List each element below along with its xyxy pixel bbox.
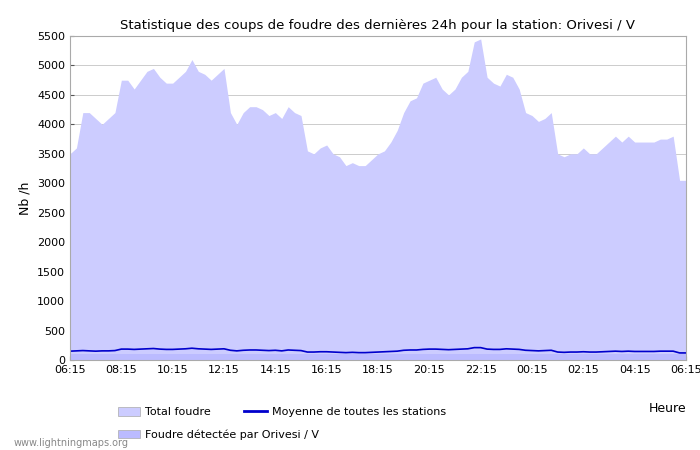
Title: Statistique des coups de foudre des dernières 24h pour la station: Orivesi / V: Statistique des coups de foudre des dern… bbox=[120, 19, 636, 32]
Text: Heure: Heure bbox=[648, 402, 686, 415]
Y-axis label: Nb /h: Nb /h bbox=[18, 181, 32, 215]
Legend: Total foudre, Moyenne de toutes les stations: Total foudre, Moyenne de toutes les stat… bbox=[118, 407, 447, 418]
Legend: Foudre détectée par Orivesi / V: Foudre détectée par Orivesi / V bbox=[118, 429, 319, 440]
Text: www.lightningmaps.org: www.lightningmaps.org bbox=[14, 438, 129, 448]
